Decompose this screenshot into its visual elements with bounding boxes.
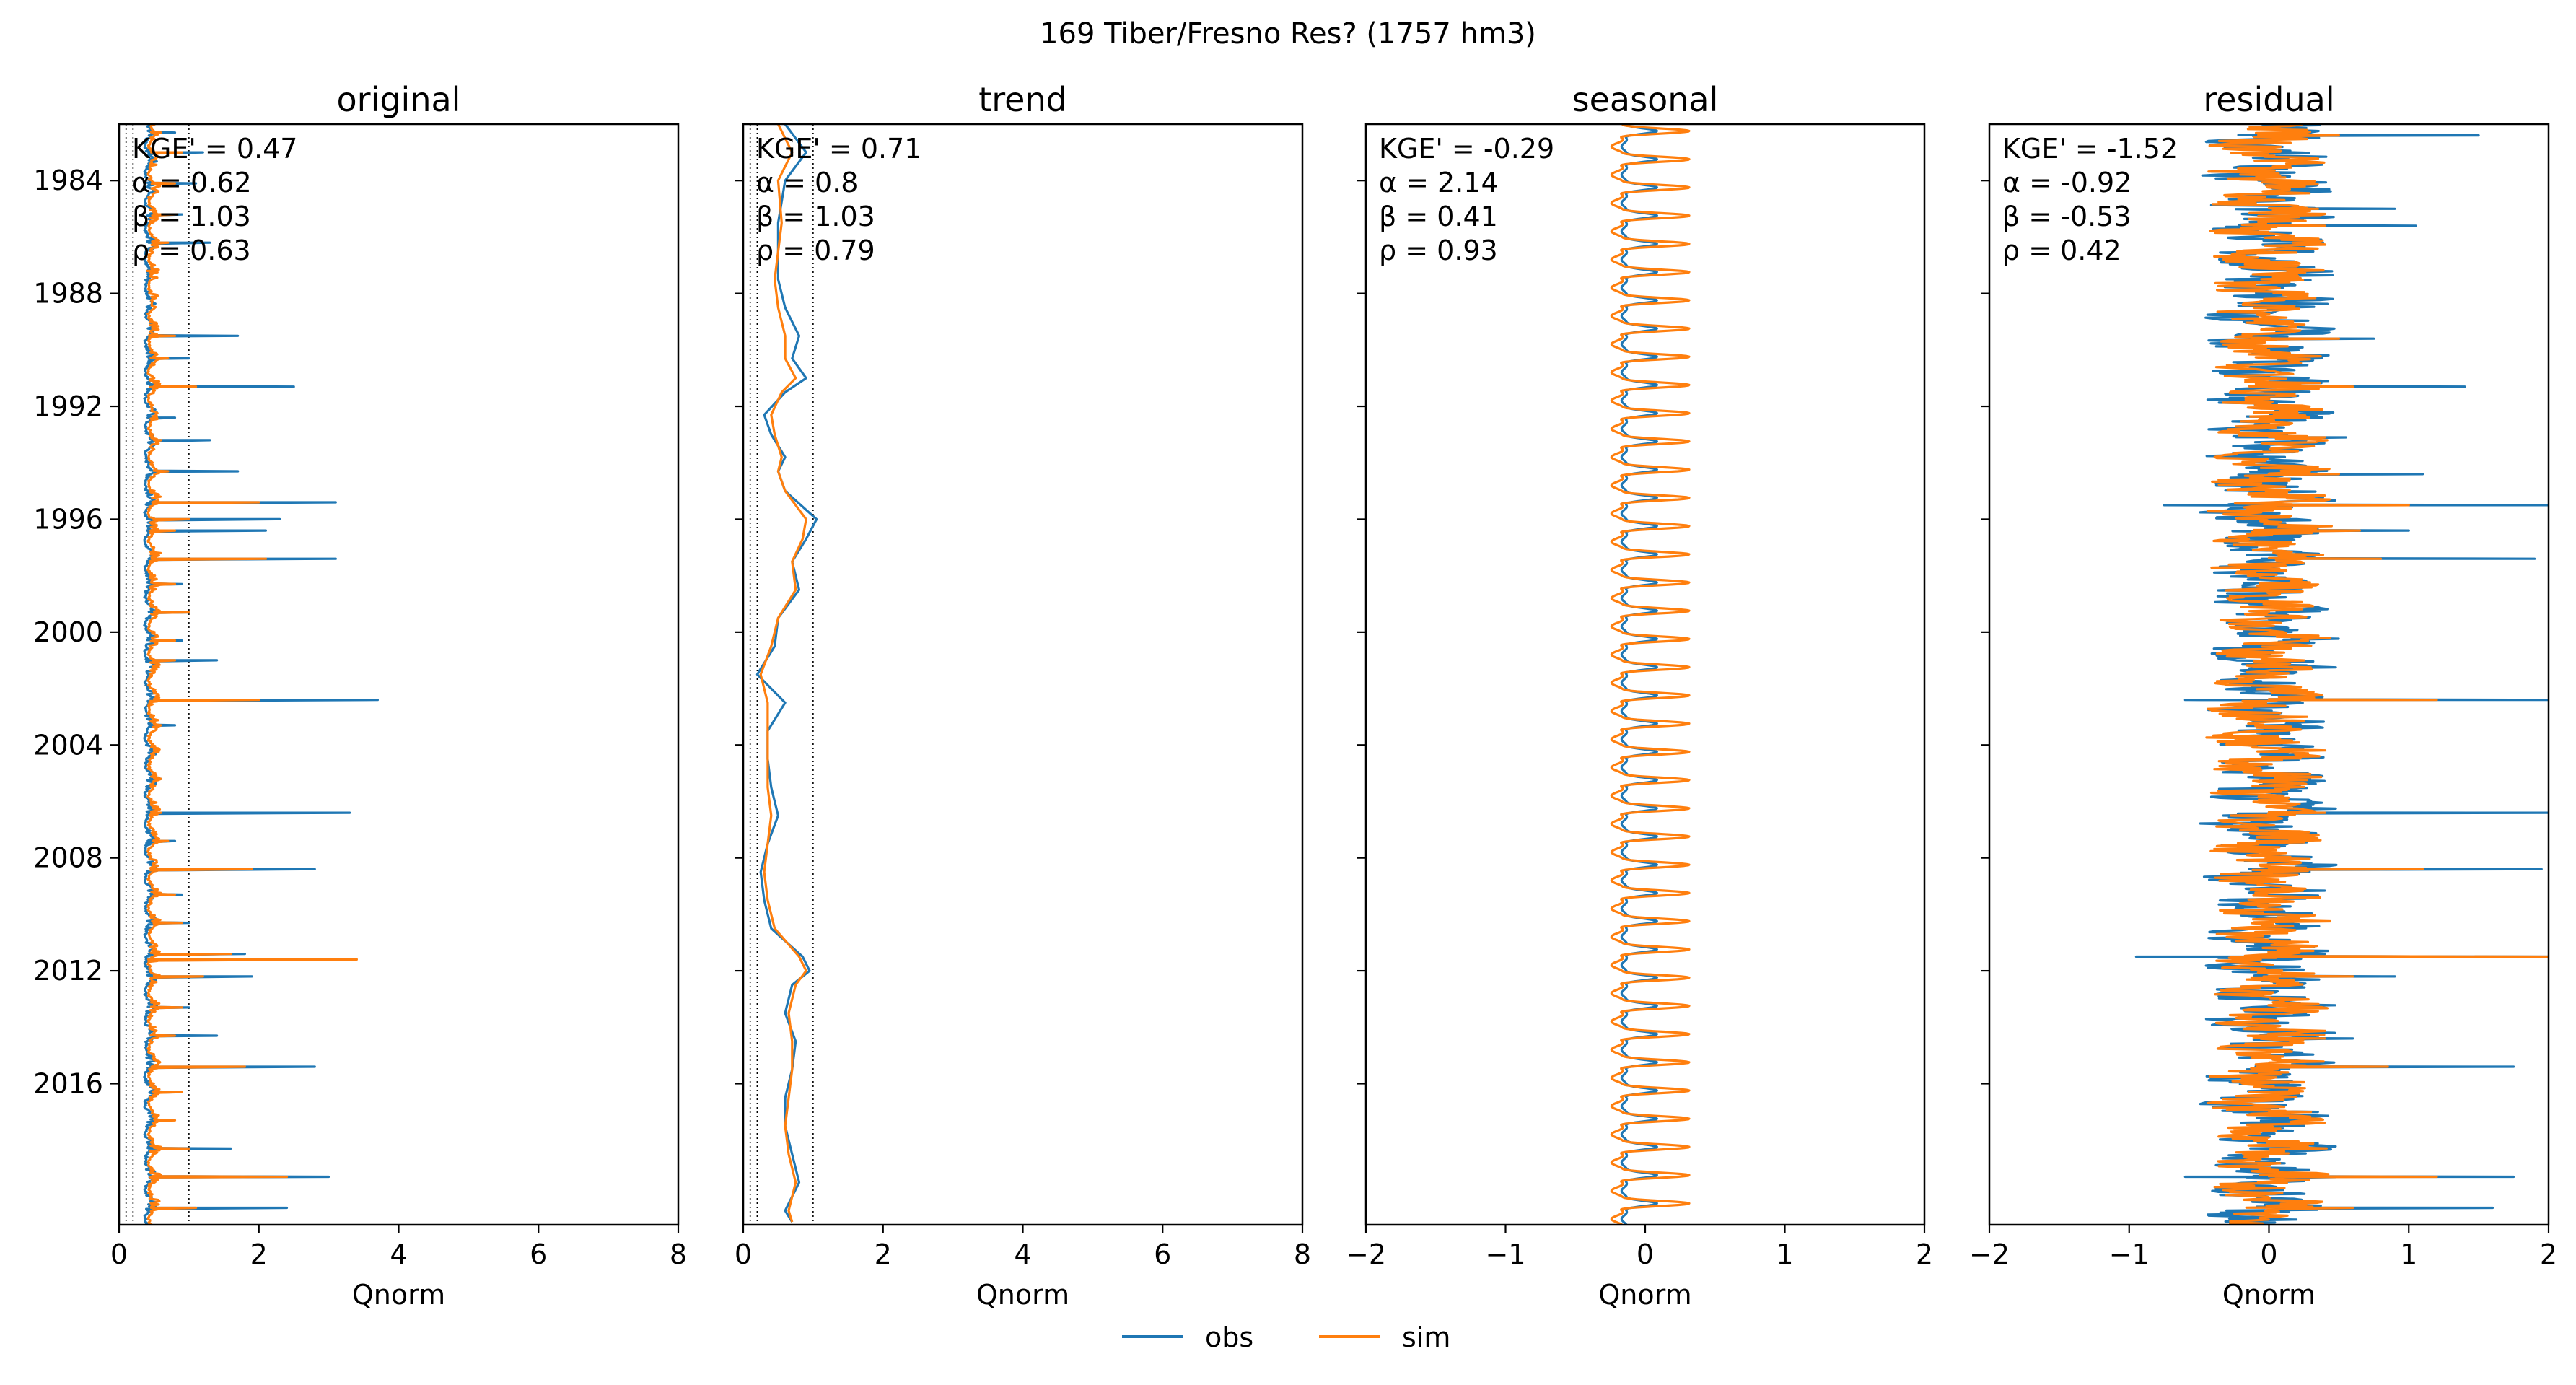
legend-sim-label: sim: [1402, 1321, 1450, 1353]
panel-seasonal-stat-2: β = 0.41: [1379, 201, 1498, 232]
panel-original-xtick-label-2: 4: [390, 1238, 407, 1270]
panel-original-series-sim: [146, 124, 358, 1225]
panel-seasonal-series-sim: [1610, 124, 1691, 1225]
panel-seasonal-series-obs: [1620, 124, 1658, 1225]
panel-original-ytick-label-8: 2016: [33, 1067, 103, 1099]
panel-original-xtick-label-3: 6: [530, 1238, 547, 1270]
panel-original-xlabel: Qnorm: [352, 1279, 445, 1311]
panel-original-xtick-label-1: 2: [250, 1238, 268, 1270]
panel-seasonal-stat-3: ρ = 0.93: [1379, 235, 1498, 266]
panel-residual-xtick-label-3: 1: [2400, 1238, 2417, 1270]
legend-obs-label: obs: [1205, 1321, 1253, 1353]
panel-trend-plot-area: [749, 124, 818, 1225]
panel-trend: trend 0 2 4 6 8 Qnorm KGE' = 0.71α = 0.8β = 1.0…: [735, 80, 1311, 1311]
panel-residual-series-sim: [2205, 124, 2549, 1225]
panel-trend-frame: [742, 123, 1304, 1226]
legend: obs sim: [1122, 1321, 1450, 1353]
panel-trend-stat-1: α = 0.8: [756, 167, 858, 198]
panel-original-ytick-label-7: 2012: [33, 955, 103, 987]
panel-residual-xtick-label-4: 2: [2540, 1238, 2557, 1270]
panel-seasonal: seasonal −2 −1 0 1 2 Qnorm KGE' = -0.29α = 2.14…: [1346, 80, 1933, 1311]
panel-residual-stat-0: KGE' = -1.52: [2002, 133, 2178, 165]
panel-trend-xtick-label-4: 8: [1294, 1238, 1311, 1270]
panel-residual-title: residual: [2203, 80, 2334, 119]
figure-suptitle: 169 Tiber/Fresno Res? (1757 hm3): [1040, 17, 1536, 51]
panel-trend-title: trend: [978, 80, 1067, 119]
panel-seasonal-stat-1: α = 2.14: [1379, 167, 1499, 198]
panel-original-ytick-label-6: 2008: [33, 842, 103, 874]
panel-original-series-obs: [143, 124, 379, 1225]
panel-original: original 0 2 4 6 8 Qnorm 1984 1988 1992 1996 2000 20…: [33, 80, 687, 1311]
panel-residual-stat-1: α = -0.92: [2002, 167, 2132, 198]
panel-original-frame: [118, 123, 680, 1226]
panel-residual-stat-2: β = -0.53: [2002, 201, 2132, 232]
panel-original-stat-3: ρ = 0.63: [132, 235, 251, 266]
panel-residual-plot-area: [2134, 124, 2549, 1225]
panel-residual-stat-3: ρ = 0.42: [2002, 235, 2121, 266]
panel-trend-stat-3: ρ = 0.79: [756, 235, 875, 266]
panel-residual-xtick-label-2: 0: [2260, 1238, 2277, 1270]
panel-original-xtick-label-0: 0: [110, 1238, 128, 1270]
panel-seasonal-xtick-label-1: −1: [1485, 1238, 1525, 1270]
panel-residual-xtick-label-1: −1: [2109, 1238, 2150, 1270]
panel-seasonal-xtick-label-2: 0: [1637, 1238, 1654, 1270]
panel-trend-series-obs: [755, 124, 818, 1223]
panel-original-plot-area: [125, 124, 379, 1225]
panel-original-ytick-label-4: 2000: [33, 616, 103, 648]
panel-seasonal-xtick-label-4: 2: [1916, 1238, 1933, 1270]
panel-original-xtick-label-4: 8: [670, 1238, 687, 1270]
panel-trend-stat-2: β = 1.03: [756, 201, 875, 232]
panel-original-stat-2: β = 1.03: [132, 201, 251, 232]
panel-trend-series-sim: [759, 124, 807, 1223]
panel-original-ytick-label-3: 1996: [33, 503, 103, 535]
panel-residual-xtick-label-0: −2: [1969, 1238, 2010, 1270]
panel-original-stat-0: KGE' = 0.47: [132, 133, 297, 165]
panel-original-ytick-label-2: 1992: [33, 390, 103, 422]
panel-trend-xtick-label-0: 0: [735, 1238, 752, 1270]
panel-trend-xtick-label-1: 2: [875, 1238, 892, 1270]
panel-original-ytick-label-0: 1984: [33, 165, 103, 196]
panel-original-ytick-label-1: 1988: [33, 278, 103, 310]
panel-original-title: original: [337, 80, 461, 119]
panel-seasonal-xlabel: Qnorm: [1598, 1279, 1691, 1311]
panel-seasonal-title: seasonal: [1572, 80, 1719, 119]
panel-seasonal-stat-0: KGE' = -0.29: [1379, 133, 1554, 165]
panel-trend-stat-0: KGE' = 0.71: [756, 133, 921, 165]
panel-seasonal-plot-area: [1610, 124, 1691, 1225]
panel-residual-series-obs: [2134, 124, 2549, 1225]
panel-original-stat-1: α = 0.62: [132, 167, 252, 198]
panel-residual-xlabel: Qnorm: [2222, 1279, 2316, 1311]
panel-seasonal-xtick-label-3: 1: [1776, 1238, 1793, 1270]
panel-seasonal-xtick-label-0: −2: [1346, 1238, 1386, 1270]
panel-trend-xlabel: Qnorm: [976, 1279, 1069, 1311]
panel-residual: residual −2 −1 0 1 2 Qnorm KGE' = -1.52α = -0.9…: [1969, 80, 2557, 1311]
panel-trend-xtick-label-2: 4: [1014, 1238, 1031, 1270]
panel-original-ytick-label-5: 2004: [33, 729, 103, 761]
panel-trend-xtick-label-3: 6: [1154, 1238, 1171, 1270]
